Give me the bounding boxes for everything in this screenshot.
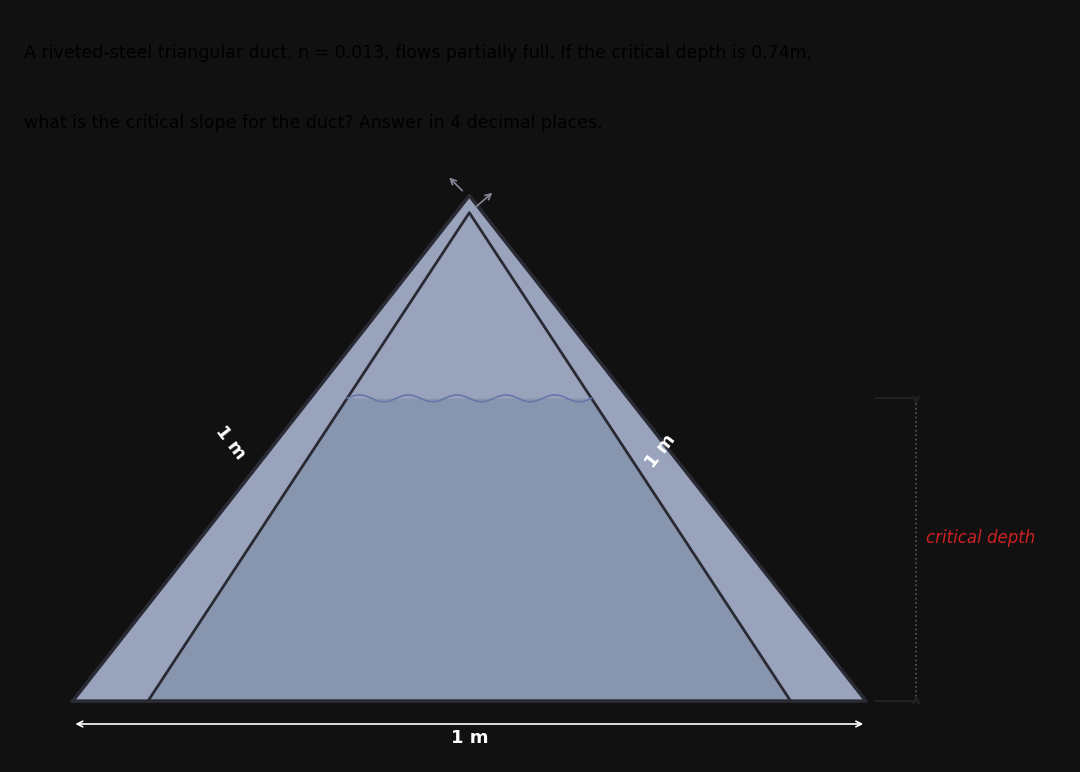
Text: 1 m: 1 m (642, 431, 679, 472)
Polygon shape (347, 212, 592, 398)
Text: 1 m: 1 m (450, 730, 488, 747)
Polygon shape (72, 195, 866, 701)
Text: 1 m: 1 m (212, 422, 249, 463)
Polygon shape (148, 398, 791, 701)
Text: A riveted-steel triangular duct, n = 0.013, flows partially full. If the critica: A riveted-steel triangular duct, n = 0.0… (24, 44, 812, 63)
Text: what is the critical slope for the duct? Answer in 4 decimal places.: what is the critical slope for the duct?… (24, 114, 603, 132)
Text: critical depth: critical depth (927, 530, 1036, 547)
